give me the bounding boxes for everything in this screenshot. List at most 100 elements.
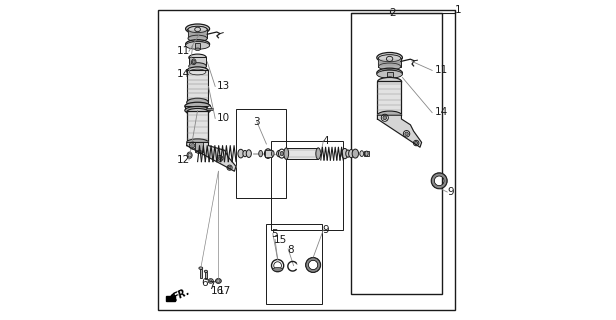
Text: 17: 17 [218,285,231,296]
Bar [265,150,272,157]
Ellipse shape [187,98,208,107]
Bar [236,109,286,198]
Ellipse shape [405,132,408,136]
Ellipse shape [377,52,402,63]
Ellipse shape [346,150,351,157]
Text: 6: 6 [201,278,208,288]
Ellipse shape [217,156,223,161]
Ellipse shape [187,108,208,116]
Ellipse shape [387,77,393,79]
Wedge shape [432,173,447,188]
Text: 2: 2 [389,8,396,18]
Ellipse shape [228,166,231,169]
Ellipse shape [378,63,401,70]
Ellipse shape [209,280,212,282]
Ellipse shape [378,111,402,119]
Ellipse shape [185,102,211,110]
Bar [206,108,213,110]
Polygon shape [187,142,236,171]
Ellipse shape [188,54,206,61]
Ellipse shape [185,24,209,34]
Bar [378,81,402,115]
Ellipse shape [272,151,274,156]
Text: 5: 5 [271,228,278,239]
Ellipse shape [205,270,208,272]
Ellipse shape [188,26,207,33]
Ellipse shape [219,157,222,160]
Ellipse shape [188,35,207,42]
Text: 8: 8 [287,244,294,255]
Text: 9: 9 [322,225,329,236]
Ellipse shape [360,151,363,156]
Ellipse shape [381,70,399,76]
Ellipse shape [277,150,282,157]
Ellipse shape [199,267,203,269]
Polygon shape [378,115,421,147]
Text: 14: 14 [177,68,190,79]
Bar [187,111,208,142]
Ellipse shape [415,141,418,145]
Ellipse shape [280,151,283,156]
Ellipse shape [187,139,208,146]
Ellipse shape [278,149,285,158]
Bar [188,29,207,38]
Bar [351,13,442,294]
Ellipse shape [316,148,321,159]
Bar [266,224,322,304]
Ellipse shape [264,149,272,158]
Ellipse shape [208,279,213,283]
Ellipse shape [383,116,387,120]
Text: 1: 1 [455,4,462,15]
Ellipse shape [208,106,211,110]
Text: 11: 11 [434,65,448,76]
Ellipse shape [378,55,401,62]
Ellipse shape [189,142,197,149]
Wedge shape [306,258,320,272]
Text: 14: 14 [434,107,448,117]
Ellipse shape [259,150,262,157]
Ellipse shape [284,148,289,159]
Ellipse shape [377,68,402,78]
Bar [187,70,208,102]
Polygon shape [166,296,175,301]
Bar [271,141,343,230]
Bar [387,72,393,78]
Bar [195,142,203,152]
Ellipse shape [378,77,402,86]
Text: FR.: FR. [171,286,192,303]
Bar [363,151,370,156]
Bar [205,272,206,279]
Ellipse shape [246,150,251,157]
Text: 4: 4 [322,136,329,146]
Ellipse shape [187,152,192,158]
Ellipse shape [185,42,209,49]
Bar [188,57,206,66]
Ellipse shape [227,165,232,170]
Ellipse shape [238,149,244,158]
Ellipse shape [377,70,402,78]
Text: 12: 12 [177,155,190,165]
Bar [185,106,211,110]
Ellipse shape [378,55,401,63]
Text: 10: 10 [217,113,230,124]
Ellipse shape [195,48,200,51]
Ellipse shape [403,131,410,137]
Ellipse shape [349,149,354,158]
Ellipse shape [191,143,195,148]
Bar [378,58,401,67]
Ellipse shape [190,41,206,47]
Ellipse shape [192,60,195,64]
Ellipse shape [187,27,208,34]
Text: 7: 7 [208,281,215,292]
Ellipse shape [187,67,208,75]
Bar [200,269,202,278]
Text: 9: 9 [447,187,454,197]
Ellipse shape [185,106,211,114]
Ellipse shape [188,153,191,157]
Ellipse shape [273,268,282,271]
Ellipse shape [381,114,388,121]
Bar [286,148,318,159]
Text: 3: 3 [253,116,259,127]
Text: 16: 16 [211,285,224,296]
Text: 15: 15 [274,235,286,245]
